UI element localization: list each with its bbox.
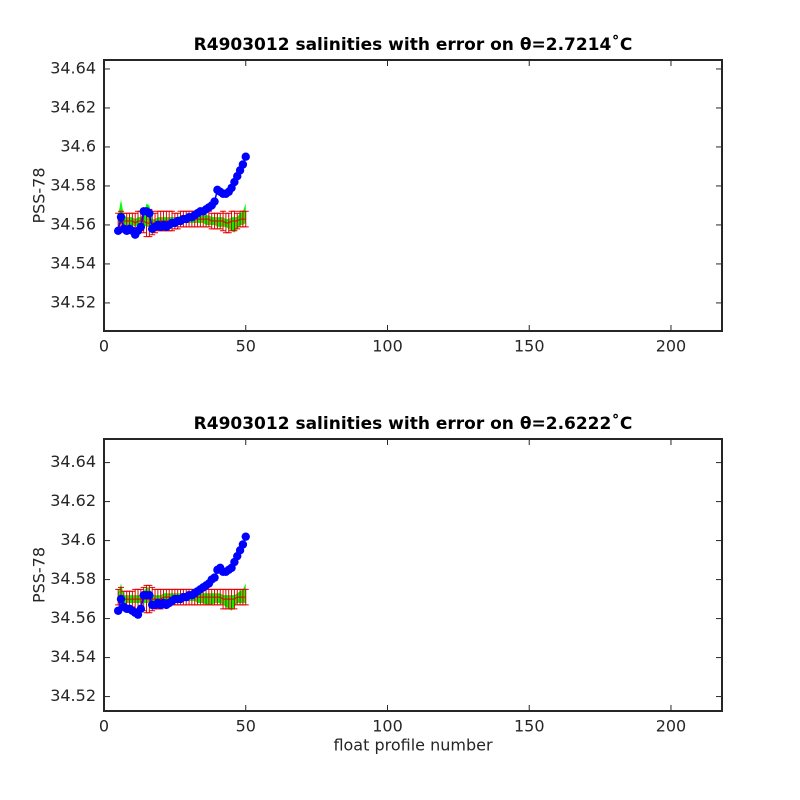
y-tick-label: 34.58 <box>50 569 96 588</box>
x-tick-label: 150 <box>514 717 545 736</box>
y-tick-label: 34.64 <box>50 58 96 77</box>
chart-title: R4903012 salinities with error on θ=2.62… <box>194 412 633 434</box>
salinity-point <box>116 212 126 222</box>
y-axis-label: PSS-78 <box>30 167 49 223</box>
plot-content <box>113 532 250 619</box>
plot-content <box>113 152 250 239</box>
x-tick-label: 150 <box>514 337 545 356</box>
chart-title: R4903012 salinities with error on θ=2.72… <box>194 33 633 55</box>
y-tick-label: 34.62 <box>50 97 96 116</box>
salinity-point <box>136 222 146 232</box>
y-tick-label: 34.54 <box>50 253 96 272</box>
salinity-point <box>241 152 250 161</box>
y-tick-label: 34.56 <box>50 608 96 627</box>
salinity-point <box>136 604 146 614</box>
y-tick-label: 34.56 <box>50 214 96 233</box>
salinity-point <box>238 160 248 169</box>
plot-area <box>104 439 722 711</box>
plot-frame <box>103 59 723 332</box>
y-tick-label: 34.64 <box>50 452 96 471</box>
x-tick-label: 50 <box>236 337 256 356</box>
salinity-point <box>210 573 219 582</box>
x-tick-label: 100 <box>372 717 403 736</box>
x-tick-label: 50 <box>236 717 256 736</box>
y-tick-label: 34.6 <box>60 530 96 549</box>
y-tick-label: 34.54 <box>50 647 96 666</box>
salinity-point <box>145 590 154 600</box>
x-tick-label: 100 <box>372 337 403 356</box>
salinity-point <box>241 532 250 541</box>
x-tick-label: 200 <box>656 717 687 736</box>
plot-frame <box>103 438 723 712</box>
y-tick-label: 34.6 <box>60 136 96 155</box>
salinity-point <box>210 197 219 206</box>
y-axis-label: PSS-78 <box>30 547 49 603</box>
x-tick-label: 200 <box>656 337 687 356</box>
salinity-point <box>116 594 126 604</box>
salinity-point <box>145 209 154 218</box>
y-tick-label: 34.62 <box>50 491 96 510</box>
y-tick-label: 34.58 <box>50 175 96 194</box>
y-tick-label: 34.52 <box>50 686 96 705</box>
x-axis-label: float profile number <box>333 736 493 755</box>
plot-area <box>104 60 722 331</box>
salinity-point <box>238 540 248 549</box>
x-tick-label: 0 <box>99 717 109 736</box>
y-tick-label: 34.52 <box>50 292 96 311</box>
x-tick-label: 0 <box>99 337 109 356</box>
